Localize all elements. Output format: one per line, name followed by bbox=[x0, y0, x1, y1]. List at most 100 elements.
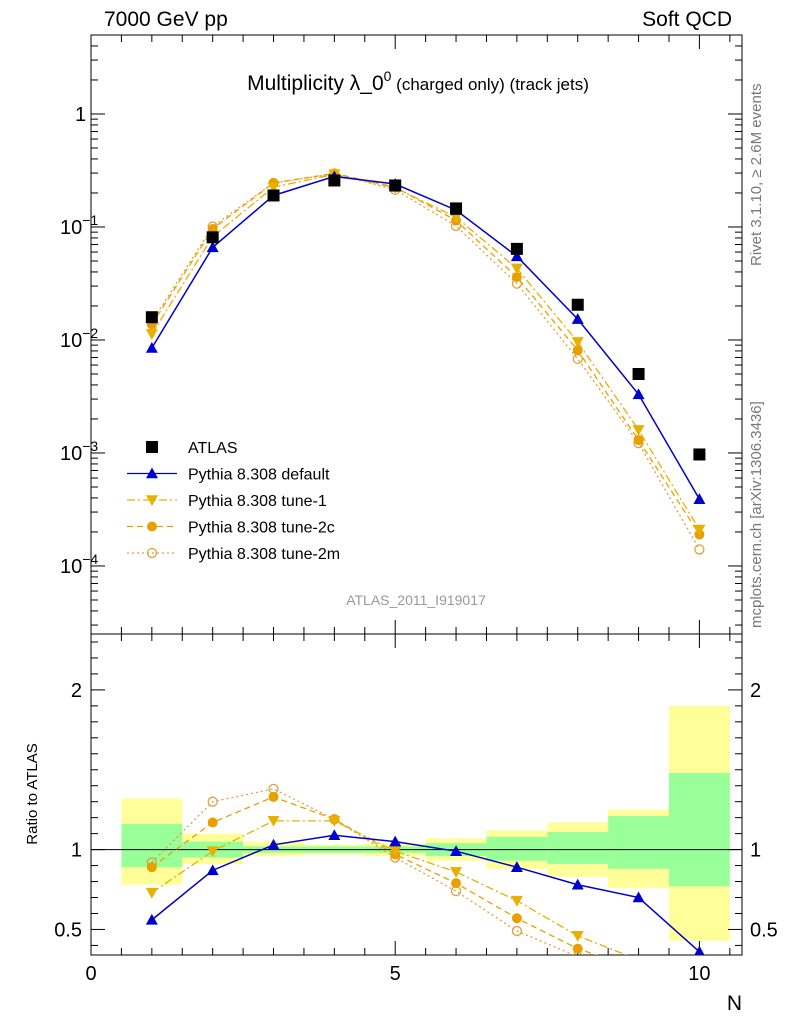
marker-circle bbox=[572, 943, 583, 954]
ratio-tick-label-left: 1 bbox=[71, 840, 82, 862]
marker-square bbox=[206, 231, 219, 244]
legend-label: Pythia 8.308 default bbox=[188, 467, 330, 484]
marker-open-circle bbox=[146, 547, 158, 559]
marker-triangle-down bbox=[510, 895, 523, 907]
band-green bbox=[608, 816, 669, 869]
marker-triangle-up bbox=[694, 945, 705, 955]
marker-triangle-down bbox=[146, 495, 158, 506]
x-axis-title: N bbox=[727, 992, 742, 1015]
marker-circle bbox=[147, 521, 157, 532]
marker-open-circle bbox=[694, 544, 705, 555]
series-line bbox=[151, 172, 700, 535]
plot-title: Multiplicity λ_00 (charged only) (track … bbox=[247, 68, 589, 95]
marker-triangle-down bbox=[267, 182, 280, 194]
marker-open-circle bbox=[572, 353, 583, 365]
marker-triangle-down bbox=[632, 425, 645, 436]
x-tick-label: 5 bbox=[390, 963, 401, 985]
series-line bbox=[151, 175, 701, 500]
series-line bbox=[151, 173, 700, 550]
x-tick-label: 10 bbox=[688, 963, 710, 985]
marker-square bbox=[693, 448, 706, 461]
marker-triangle-up bbox=[145, 341, 158, 353]
marker-square bbox=[571, 298, 584, 311]
marker-circle bbox=[451, 878, 462, 889]
marker-triangle-down bbox=[571, 337, 584, 348]
band-green bbox=[121, 824, 183, 868]
analysis-label: ATLAS_2011_I919017 bbox=[346, 592, 486, 608]
marker-square bbox=[145, 311, 158, 324]
marker-triangle-down bbox=[450, 867, 463, 878]
marker-triangle-down bbox=[145, 887, 158, 899]
y-tick-label: 10−1 bbox=[60, 212, 98, 239]
marker-triangle-down bbox=[145, 329, 158, 340]
series-3-main bbox=[146, 168, 705, 540]
marker-triangle-up bbox=[510, 250, 523, 262]
marker-triangle-up bbox=[206, 864, 219, 876]
marker-triangle-up bbox=[510, 861, 523, 872]
marker-triangle-up bbox=[389, 835, 402, 847]
marker-triangle-up bbox=[146, 467, 158, 479]
marker-triangle-down bbox=[571, 931, 584, 942]
marker-triangle-up bbox=[632, 388, 645, 400]
marker-circle bbox=[572, 345, 583, 356]
series-line bbox=[151, 820, 629, 955]
marker-square bbox=[510, 242, 523, 255]
marker-triangle-down bbox=[389, 846, 402, 858]
marker-open-circle bbox=[511, 925, 523, 937]
marker-triangle-up bbox=[267, 838, 280, 850]
marker-triangle-down bbox=[632, 954, 645, 955]
marker-square bbox=[389, 179, 402, 192]
marker-triangle-up bbox=[693, 493, 706, 504]
marker-triangle-up bbox=[145, 913, 158, 925]
marker-triangle-up bbox=[632, 891, 645, 903]
marker-open-circle bbox=[634, 968, 643, 977]
band-green bbox=[668, 772, 730, 887]
marker-circle bbox=[633, 435, 644, 446]
series-line bbox=[151, 796, 599, 955]
marker-circle bbox=[207, 817, 218, 828]
marker-circle bbox=[511, 272, 522, 283]
marker-square bbox=[632, 367, 645, 380]
band-green bbox=[547, 832, 609, 864]
marker-square bbox=[450, 202, 463, 215]
axis-ticks bbox=[90, 34, 742, 955]
legend-label: Pythia 8.308 tune-2c bbox=[188, 520, 335, 537]
marker-circle bbox=[146, 862, 157, 873]
y-tick-label: 10−4 bbox=[60, 551, 98, 578]
ratio-tick-label-left: 2 bbox=[71, 680, 82, 702]
ratio-tick-label-right: 1 bbox=[750, 840, 761, 862]
ratio-tick-label-left: 0.5 bbox=[54, 919, 82, 941]
marker-triangle-down bbox=[206, 846, 219, 858]
marker-circle bbox=[634, 964, 644, 974]
ratio-tick-label-right: 0.5 bbox=[750, 919, 778, 941]
header-right: Soft QCD bbox=[642, 8, 732, 31]
band-green bbox=[486, 836, 548, 861]
series-0-main bbox=[145, 174, 706, 461]
marker-circle bbox=[268, 791, 279, 802]
marker-triangle-down bbox=[450, 212, 463, 224]
legend-label: Pythia 8.308 tune-2m bbox=[188, 546, 340, 563]
ratio-tick-label-right: 2 bbox=[750, 680, 761, 702]
ratio-axis-title: Ratio to ATLAS bbox=[24, 743, 41, 844]
marker-square bbox=[328, 174, 341, 187]
marker-triangle-up bbox=[206, 241, 219, 253]
x-tick-label: 0 bbox=[85, 963, 96, 985]
marker-triangle-up bbox=[450, 845, 463, 856]
header-left: 7000 GeV pp bbox=[104, 8, 228, 31]
marker-open-circle bbox=[207, 796, 218, 807]
legend-label: Pythia 8.308 tune-1 bbox=[188, 493, 327, 510]
series-2-ratio bbox=[145, 816, 645, 955]
series-1-ratio bbox=[145, 829, 705, 955]
marker-square bbox=[146, 441, 158, 453]
marker-triangle-up bbox=[328, 829, 341, 841]
series-line bbox=[151, 834, 700, 953]
marker-triangle-down bbox=[510, 263, 523, 275]
marker-square bbox=[267, 189, 280, 202]
y-tick-label: 10−3 bbox=[60, 438, 98, 465]
marker-triangle-down bbox=[693, 524, 706, 536]
legend-label: ATLAS bbox=[188, 440, 238, 457]
marker-triangle-up bbox=[571, 313, 584, 324]
marker-triangle-down bbox=[328, 816, 341, 827]
marker-triangle-up bbox=[571, 878, 584, 890]
